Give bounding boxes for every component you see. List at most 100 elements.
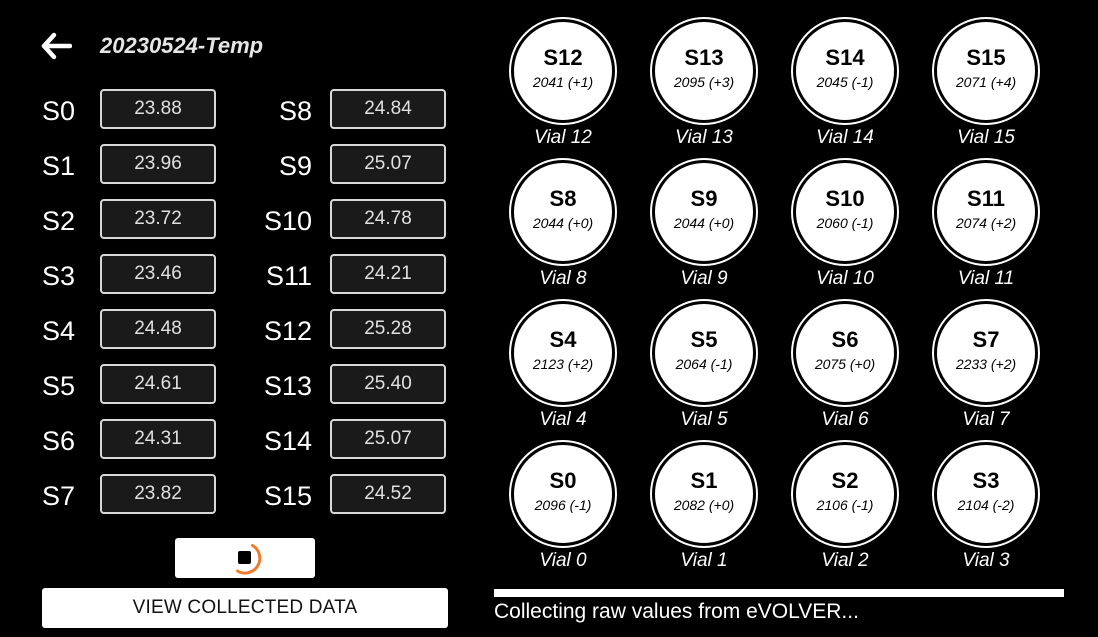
sensor-row: S1 xyxy=(42,144,98,188)
vial-button[interactable]: S7 2233 (+2) xyxy=(934,301,1038,405)
sensor-value-field[interactable] xyxy=(330,144,446,184)
vial-button[interactable]: S14 2045 (-1) xyxy=(793,19,897,123)
sensor-label: S6 xyxy=(42,425,76,456)
arrow-left-icon xyxy=(41,32,72,60)
sensor-row: S12 xyxy=(262,309,312,353)
sensor-label: S9 xyxy=(278,150,312,181)
vial-sensor-label: S14 xyxy=(825,44,865,70)
sensor-label: S2 xyxy=(42,205,76,236)
sensor-label: S7 xyxy=(42,480,76,511)
sensor-row: S10 xyxy=(262,199,312,243)
sensor-label: S3 xyxy=(42,260,76,291)
vial-raw-reading: 2041 (+1) xyxy=(532,73,594,90)
vial-name-label: Vial 7 xyxy=(962,409,1010,430)
vial-name-label: Vial 6 xyxy=(821,409,869,430)
vial-sensor-label: S10 xyxy=(825,185,865,211)
vial-raw-reading: 2096 (-1) xyxy=(534,496,592,513)
vial-raw-reading: 2104 (-2) xyxy=(957,496,1015,513)
vial-raw-reading: 2123 (+2) xyxy=(532,355,594,372)
vial-button[interactable]: S8 2044 (+0) xyxy=(511,160,615,264)
vial-raw-reading: 2074 (+2) xyxy=(955,214,1017,231)
sensor-value-field[interactable] xyxy=(330,254,446,294)
vial-button[interactable]: S4 2123 (+2) xyxy=(511,301,615,405)
vial-sensor-label: S3 xyxy=(972,467,1000,493)
sensor-value-field[interactable] xyxy=(100,364,216,404)
stop-button[interactable] xyxy=(175,538,315,578)
vial-button[interactable]: S13 2095 (+3) xyxy=(652,19,756,123)
vial-raw-reading: 2095 (+3) xyxy=(673,73,735,90)
vial-name-label: Vial 14 xyxy=(816,127,874,148)
sensor-value-field[interactable] xyxy=(100,199,216,239)
vial-button[interactable]: S9 2044 (+0) xyxy=(652,160,756,264)
sensor-value-field[interactable] xyxy=(100,309,216,349)
vial-button[interactable]: S12 2041 (+1) xyxy=(511,19,615,123)
vial-raw-reading: 2106 (-1) xyxy=(816,496,874,513)
sensor-row: S14 xyxy=(262,419,312,463)
sensor-row: S0 xyxy=(42,89,98,133)
sensor-value-field[interactable] xyxy=(330,419,446,459)
experiment-title: 20230524-Temp xyxy=(100,33,264,58)
vial-raw-reading: 2044 (+0) xyxy=(673,214,735,231)
vial-raw-reading: 2233 (+2) xyxy=(955,355,1017,372)
sensor-label: S15 xyxy=(263,480,312,511)
vial-name-label: Vial 0 xyxy=(539,550,587,571)
vial-button[interactable]: S5 2064 (-1) xyxy=(652,301,756,405)
sensor-row: S8 xyxy=(262,89,312,133)
vial-sensor-label: S13 xyxy=(684,44,724,70)
view-collected-data-button[interactable]: VIEW COLLECTED DATA xyxy=(42,588,448,628)
sensor-row: S9 xyxy=(262,144,312,188)
sensor-value-field[interactable] xyxy=(100,254,216,294)
sensor-value-field[interactable] xyxy=(100,474,216,514)
vial-sensor-label: S1 xyxy=(690,467,718,493)
vial-name-label: Vial 4 xyxy=(539,409,587,430)
vial-name-label: Vial 12 xyxy=(534,127,592,148)
vial-name-label: Vial 9 xyxy=(680,268,728,289)
vial-raw-reading: 2045 (-1) xyxy=(816,73,874,90)
vial-raw-reading: 2060 (-1) xyxy=(816,214,874,231)
stop-spinner-icon xyxy=(236,544,262,575)
sensor-row: S6 xyxy=(42,419,98,463)
sensor-value-field[interactable] xyxy=(100,144,216,184)
vial-raw-reading: 2064 (-1) xyxy=(675,355,733,372)
sensor-label: S8 xyxy=(278,95,312,126)
sensor-value-field[interactable] xyxy=(330,309,446,349)
vial-button[interactable]: S11 2074 (+2) xyxy=(934,160,1038,264)
sensor-label: S5 xyxy=(42,370,76,401)
sensor-label: S10 xyxy=(263,205,312,236)
sensor-label: S14 xyxy=(263,425,312,456)
sensor-row: S5 xyxy=(42,364,98,408)
status-message: Collecting raw values from eVOLVER... xyxy=(494,600,859,623)
vial-sensor-label: S2 xyxy=(831,467,859,493)
vial-sensor-label: S9 xyxy=(690,185,718,211)
sensor-row: S3 xyxy=(42,254,98,298)
vial-sensor-label: S8 xyxy=(549,185,577,211)
vial-sensor-label: S12 xyxy=(543,44,583,70)
sensor-label: S0 xyxy=(42,95,76,126)
vial-sensor-label: S5 xyxy=(690,326,718,352)
sensor-value-field[interactable] xyxy=(330,474,446,514)
vial-button[interactable]: S1 2082 (+0) xyxy=(652,442,756,546)
vial-raw-reading: 2044 (+0) xyxy=(532,214,594,231)
sensor-value-field[interactable] xyxy=(330,89,446,129)
vial-name-label: Vial 5 xyxy=(680,409,728,430)
sensor-row: S15 xyxy=(262,474,312,518)
sensor-value-field[interactable] xyxy=(100,419,216,459)
vial-button[interactable]: S2 2106 (-1) xyxy=(793,442,897,546)
sensor-value-field[interactable] xyxy=(100,89,216,129)
sensor-label: S13 xyxy=(263,370,312,401)
vial-button[interactable]: S10 2060 (-1) xyxy=(793,160,897,264)
sensor-value-field[interactable] xyxy=(330,364,446,404)
vial-button[interactable]: S3 2104 (-2) xyxy=(934,442,1038,546)
sensor-label: S12 xyxy=(263,315,312,346)
vial-raw-reading: 2082 (+0) xyxy=(673,496,735,513)
vial-button[interactable]: S15 2071 (+4) xyxy=(934,19,1038,123)
sensor-label: S1 xyxy=(42,150,76,181)
vial-name-label: Vial 8 xyxy=(539,268,587,289)
vial-button[interactable]: S6 2075 (+0) xyxy=(793,301,897,405)
sensor-label: S11 xyxy=(265,260,312,291)
sensor-value-field[interactable] xyxy=(330,199,446,239)
vial-sensor-label: S7 xyxy=(972,326,1000,352)
vial-button[interactable]: S0 2096 (-1) xyxy=(511,442,615,546)
vial-raw-reading: 2075 (+0) xyxy=(814,355,876,372)
back-button[interactable] xyxy=(40,28,80,64)
